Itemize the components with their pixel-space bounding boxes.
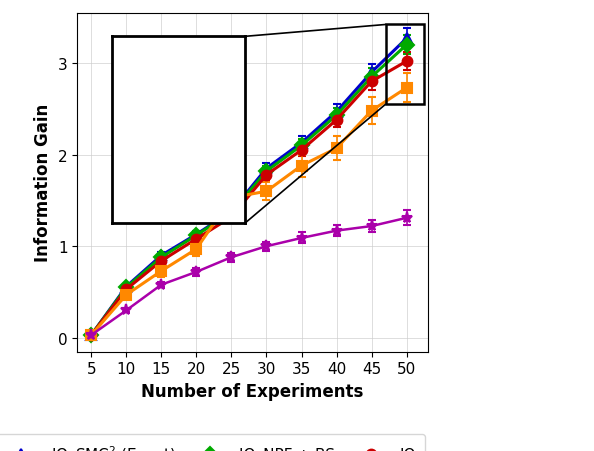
Y-axis label: Information Gain: Information Gain bbox=[34, 104, 52, 262]
X-axis label: Number of Experiments: Number of Experiments bbox=[141, 382, 364, 400]
Legend: IO–SMC$^2$ (Exact), IO–NPF + BS, IO: IO–SMC$^2$ (Exact), IO–NPF + BS, IO bbox=[0, 434, 425, 451]
Bar bbox=[386, 25, 424, 105]
